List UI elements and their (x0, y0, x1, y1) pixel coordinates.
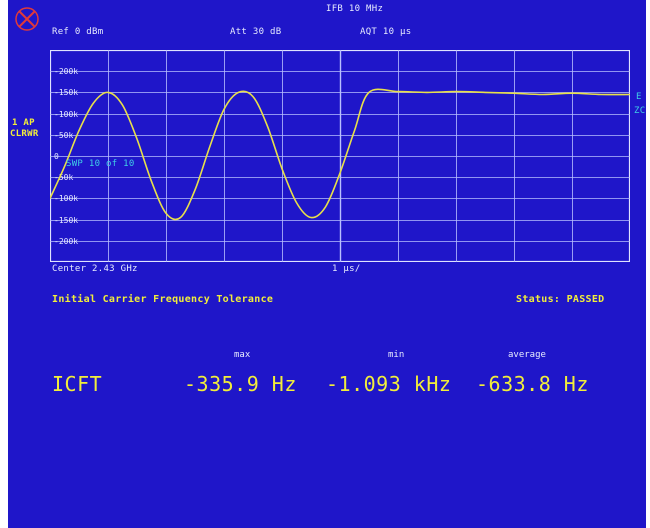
rohde-schwarz-logo-icon (15, 7, 39, 31)
header-min: min (388, 350, 405, 360)
plot-svg: -200k -150k -100k -50k 0 -50k -100k -150k -200k (50, 50, 630, 262)
y-tick-label: -100k (54, 110, 78, 119)
center-frequency: Center 2.43 GHz (52, 264, 138, 274)
trace-mode-line1: 1 AP (12, 118, 35, 128)
attenuation: Att 30 dB (230, 27, 282, 37)
measurement-title: Initial Carrier Frequency Tolerance (52, 294, 274, 305)
ifb-setting: IFB 10 MHz (326, 4, 384, 14)
sweep-count-label: SWP 10 of 10 (66, 159, 135, 169)
side-flag-2: ZC (634, 106, 646, 116)
side-flag-1: E (636, 92, 642, 102)
header-average: average (508, 350, 546, 360)
analyzer-screen: IFB 10 MHz Ref 0 dBm Att 30 dB AQT 10 µs… (8, 0, 646, 528)
trace-mode-line2: CLRWR (10, 129, 39, 139)
y-tick-label: -200k (54, 67, 78, 76)
result-min: -1.093 kHz (326, 372, 452, 396)
y-tick-label: -200k (54, 237, 78, 246)
y-tick-label: -50k (54, 131, 73, 140)
y-tick-label: 0 (54, 152, 59, 161)
frequency-deviation-plot: -200k -150k -100k -50k 0 -50k -100k -150k -200k (50, 50, 630, 262)
status-text: Status: PASSED (516, 294, 605, 305)
result-max: -335.9 Hz (184, 372, 297, 396)
ref-level: Ref 0 dBm (52, 27, 104, 37)
result-average: -633.8 Hz (476, 372, 589, 396)
y-tick-label: -100k (54, 194, 78, 203)
y-tick-label: -150k (54, 88, 78, 97)
time-per-division: 1 µs/ (332, 264, 361, 274)
y-tick-label: -150k (54, 216, 78, 225)
y-tick-label: -50k (54, 173, 73, 182)
acquisition-time: AQT 10 µs (360, 27, 412, 37)
frequency-trace (50, 88, 630, 221)
result-label: ICFT (52, 372, 103, 396)
header-max: max (234, 350, 251, 360)
